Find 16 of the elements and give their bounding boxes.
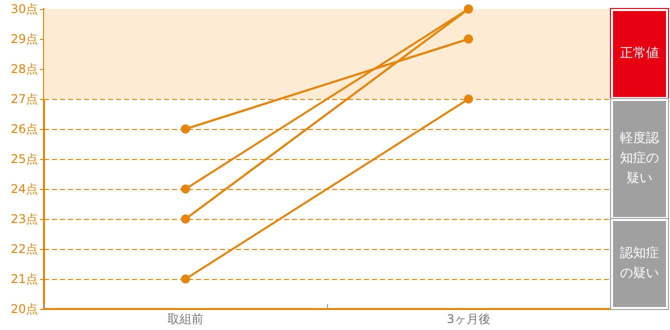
x-tick-label: 3ヶ月後: [446, 312, 490, 326]
y-tick-label: 20点: [10, 302, 38, 316]
range-box: 正常値: [611, 9, 668, 99]
y-tick-label: 24点: [10, 182, 38, 196]
y-tick-label: 30点: [10, 2, 38, 16]
y-tick-label: 28点: [10, 62, 38, 76]
range-box: 軽度認知症の疑い: [611, 99, 668, 219]
range-box: 認知症の疑い: [611, 219, 668, 309]
y-tick-label: 23点: [10, 212, 38, 226]
y-tick-label: 22点: [10, 242, 38, 256]
y-tick-label: 21点: [10, 272, 38, 286]
y-tick-label: 26点: [10, 122, 38, 136]
y-tick-label: 25点: [10, 152, 38, 166]
y-tick-label: 29点: [10, 32, 38, 46]
y-tick-label: 27点: [10, 92, 38, 106]
x-tick-label: 取組前: [168, 312, 204, 326]
